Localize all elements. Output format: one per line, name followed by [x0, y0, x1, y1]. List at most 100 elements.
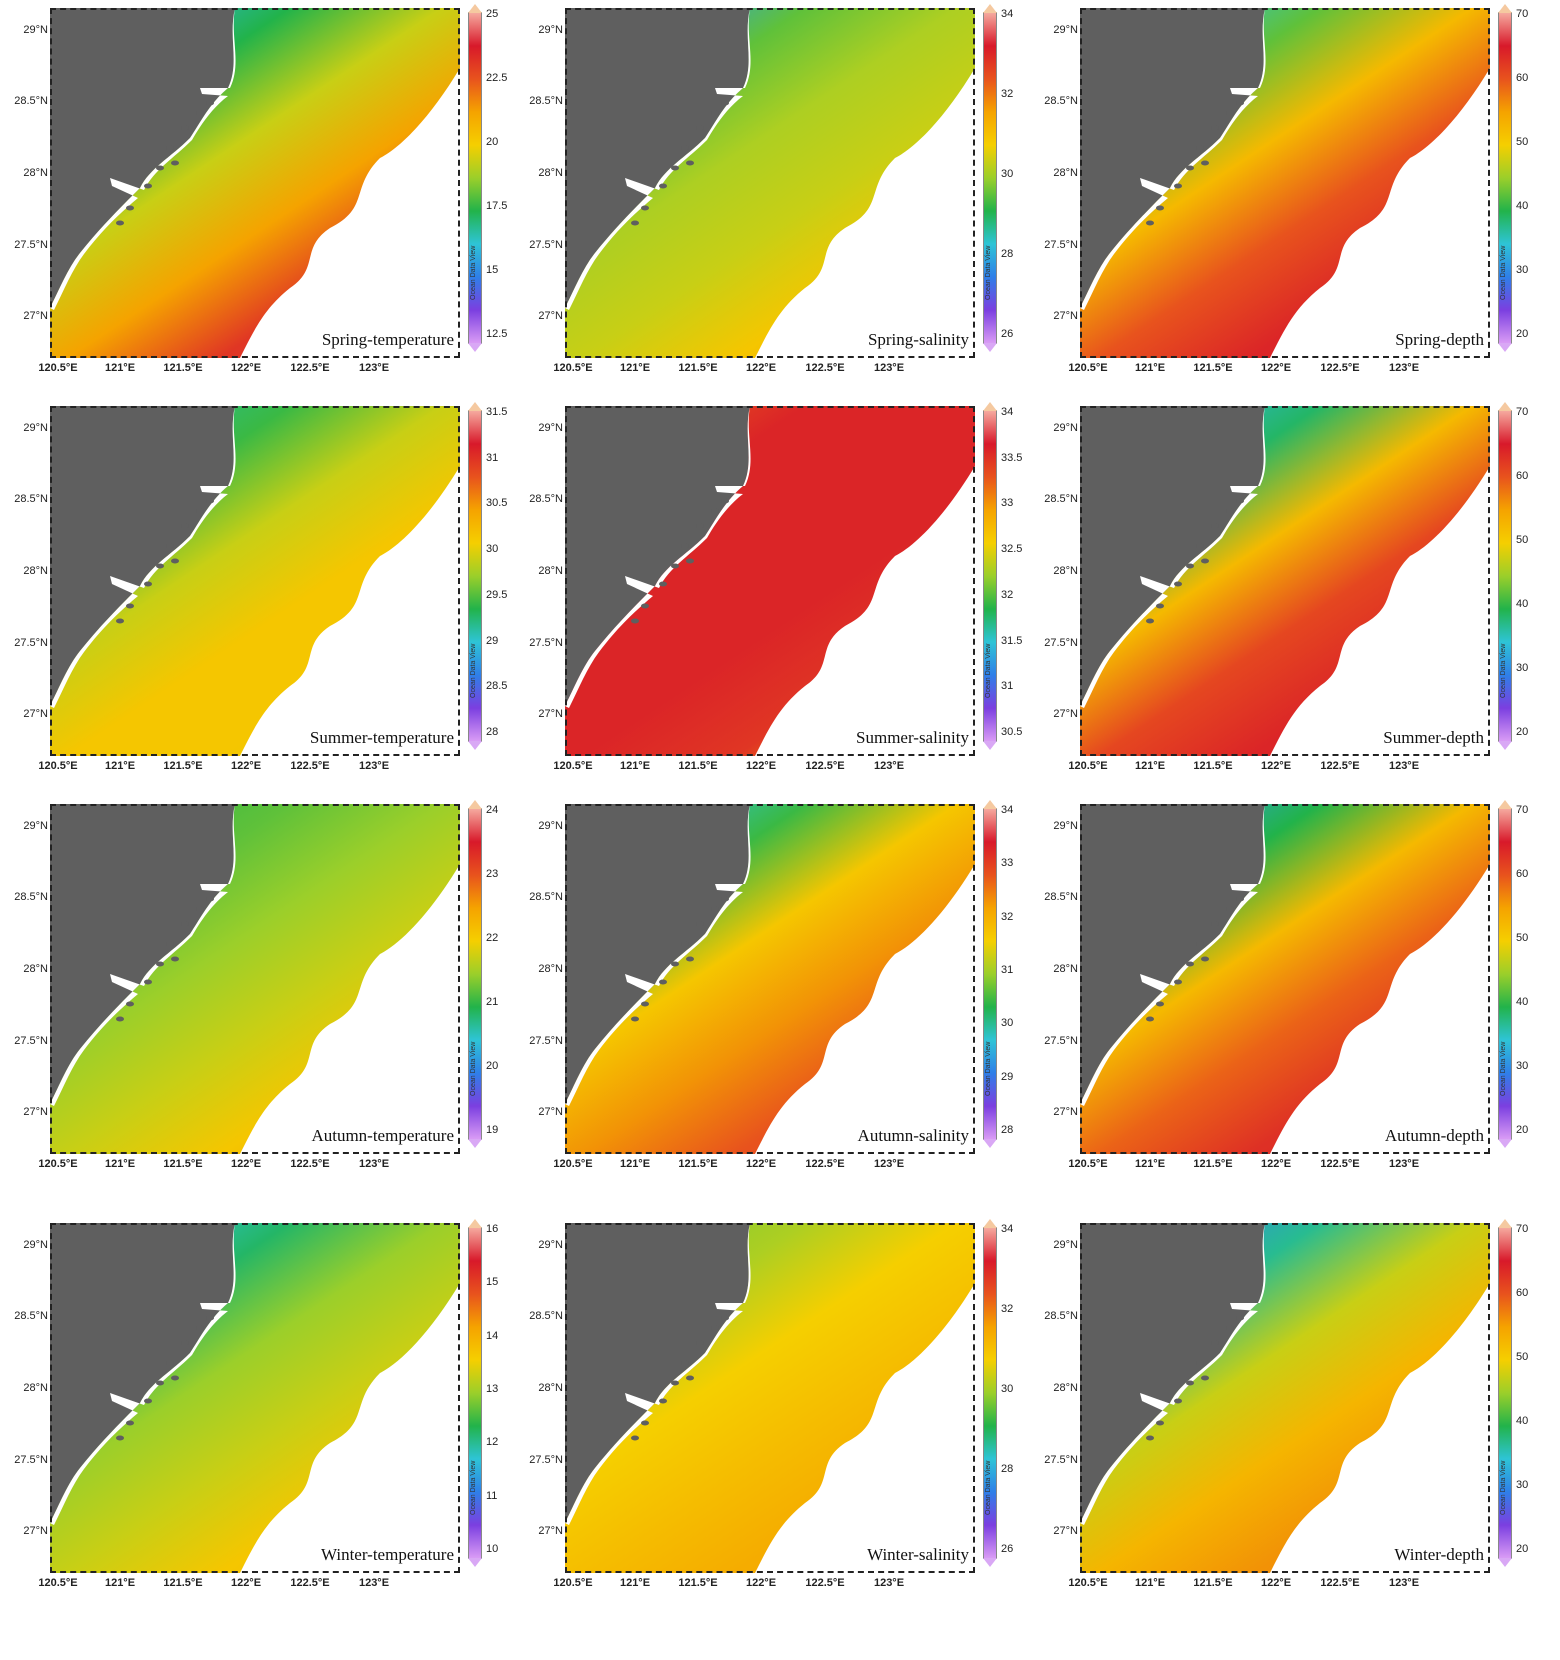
land-mass: [50, 8, 235, 308]
longitude-label: 122°E: [1260, 1577, 1292, 1589]
ocean-data-view-watermark: Ocean Data View: [985, 1460, 992, 1515]
map-panel-summer-temperature: Summer-temperature 29°N 28.5°N 28°N 27.5°N 27…: [0, 398, 515, 808]
island: [181, 523, 189, 529]
island: [171, 1375, 179, 1381]
coastline: [565, 804, 751, 1106]
colorbar-top-arrow: [983, 4, 997, 13]
island: [1196, 1360, 1204, 1366]
latitude-label: 27.5°N: [529, 1454, 563, 1466]
land-mass: [50, 1223, 235, 1523]
longitude-label: 121.5°E: [678, 1577, 718, 1589]
colorbar-top-arrow: [1498, 402, 1512, 411]
colorbar-top-arrow: [983, 402, 997, 411]
colorbar-tick-label: 30: [1001, 168, 1014, 180]
map-panel-winter-salinity: Winter-salinity 29°N 28.5°N 28°N 27.5°N 27°N 1…: [515, 1215, 1030, 1625]
latitude-label: 27°N: [538, 1525, 563, 1537]
latitude-label: 28°N: [23, 565, 48, 577]
colorbar-tick-label: 28: [1001, 1463, 1014, 1475]
ocean-data-view-watermark: Ocean Data View: [470, 643, 477, 698]
land-mass: [1080, 1223, 1265, 1523]
island: [126, 1001, 134, 1007]
island: [681, 1360, 689, 1366]
latitude-label: 28.5°N: [1044, 1310, 1078, 1322]
latitude-label: 28°N: [1053, 963, 1078, 975]
island: [1201, 558, 1209, 564]
colorbar-top-arrow: [1498, 1219, 1512, 1228]
longitude-label: 123°E: [1388, 1158, 1420, 1170]
longitude-label: 121°E: [104, 1577, 136, 1589]
island: [1226, 508, 1234, 514]
latitude-label: 27.5°N: [14, 637, 48, 649]
latitude-label: 27°N: [538, 310, 563, 322]
map-area: Winter-salinity: [565, 1223, 975, 1573]
colorbar-bottom-arrow: [468, 741, 482, 750]
island: [1211, 523, 1219, 529]
colorbar-top-arrow: [468, 800, 482, 809]
colorbar-tick-label: 28.5: [486, 680, 508, 693]
panel-label: Summer-salinity: [856, 728, 969, 747]
colorbar-tick-label: 40: [1516, 1415, 1529, 1427]
coastline: [50, 804, 236, 1106]
island: [641, 603, 649, 609]
colorbar-tick-label: 19: [486, 1124, 499, 1136]
longitude-label: 120.5°E: [38, 362, 78, 374]
longitude-label: 121°E: [619, 362, 651, 374]
colorbar-tick-label: 33.5: [1001, 451, 1023, 464]
colorbar-tick-label: 30: [1516, 1479, 1529, 1491]
land-mass: [1080, 804, 1265, 1104]
island: [1146, 1016, 1154, 1022]
land-mass: [565, 804, 750, 1104]
island: [181, 1340, 189, 1346]
map-area: Spring-depth: [1080, 8, 1490, 358]
colorbar-bottom-arrow: [983, 343, 997, 352]
latitude-label: 27°N: [23, 708, 48, 720]
colorbar-tick-label: 20: [1516, 726, 1529, 738]
colorbar-bottom-arrow: [1498, 741, 1512, 750]
longitude-label: 120.5°E: [1068, 1577, 1108, 1589]
coastline: [1080, 406, 1266, 708]
longitude-label: 123°E: [873, 362, 905, 374]
island: [181, 921, 189, 927]
longitude-label: 122°E: [745, 362, 777, 374]
colorbar: [1498, 4, 1512, 352]
panel-label: Spring-temperature: [321, 330, 454, 349]
colorbar-tick-label: 50: [1516, 932, 1529, 944]
island: [144, 183, 152, 189]
colorbar-tick-label: 31: [1001, 680, 1014, 693]
map-panel-summer-salinity: Summer-salinity 29°N 28.5°N 28°N 27.5°N 27°N 1…: [515, 398, 1030, 808]
colorbar-tick-label: 40: [1516, 996, 1529, 1008]
colorbar-tick-label: 34: [1001, 804, 1014, 816]
colorbar-tick-label: 20: [1516, 1543, 1529, 1555]
latitude-label: 28.5°N: [1044, 493, 1078, 505]
latitude-label: 28.5°N: [1044, 95, 1078, 107]
colorbar-tick-label: 24: [486, 804, 499, 816]
colorbar-tick-label: 31.5: [1001, 634, 1023, 647]
island: [641, 1001, 649, 1007]
island: [686, 1375, 694, 1381]
island: [116, 1435, 124, 1441]
coastline: [565, 8, 751, 310]
map-panel-spring-depth: Spring-depth 29°N 28.5°N 28°N 27.5°N 27°N 120.…: [1030, 0, 1545, 410]
panel-label: Autumn-temperature: [311, 1126, 454, 1145]
colorbar: [1498, 402, 1512, 750]
longitude-label: 123°E: [873, 1158, 905, 1170]
island: [696, 523, 704, 529]
land-mass: [565, 406, 750, 706]
panel-label: Winter-salinity: [867, 1545, 969, 1564]
ocean-data-view-watermark: Ocean Data View: [470, 1041, 477, 1096]
longitude-label: 122.5°E: [805, 362, 845, 374]
colorbar-tick-label: 32: [1001, 588, 1014, 601]
island: [1186, 961, 1194, 967]
coastline: [1080, 8, 1266, 310]
colorbar: [1498, 1219, 1512, 1567]
longitude-label: 122°E: [230, 362, 262, 374]
colorbar-tick-label: 28: [1001, 248, 1014, 260]
map-panel-autumn-depth: Autumn-depth 29°N 28.5°N 28°N 27.5°N 27°N 120.…: [1030, 796, 1545, 1206]
map-panel-summer-depth: Summer-depth 29°N 28.5°N 28°N 27.5°N 27°N 120.…: [1030, 398, 1545, 808]
map-area: Summer-temperature: [50, 406, 460, 756]
colorbar-top-arrow: [1498, 4, 1512, 13]
panel-label: Spring-salinity: [867, 330, 969, 349]
longitude-label: 122.5°E: [1320, 362, 1360, 374]
colorbar-tick-label: 10: [486, 1543, 499, 1555]
latitude-label: 28°N: [1053, 565, 1078, 577]
